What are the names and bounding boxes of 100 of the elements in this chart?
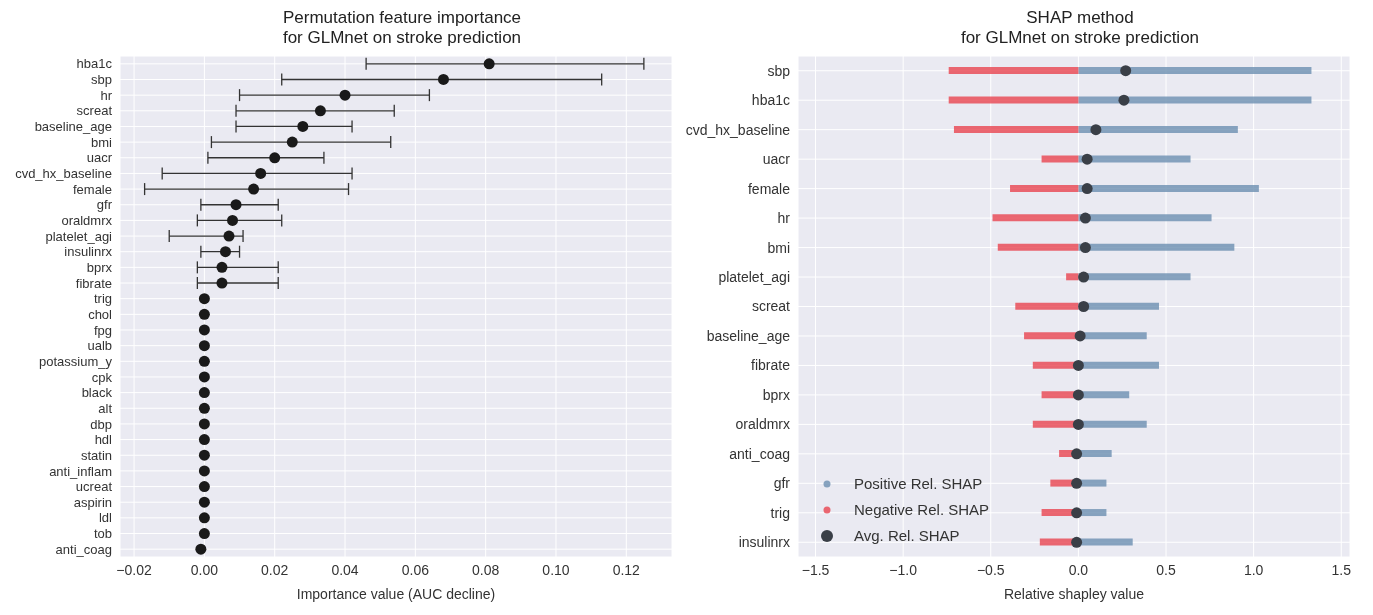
point	[230, 199, 242, 211]
point	[1079, 242, 1091, 254]
y-tick-label: insulinrx	[64, 244, 113, 260]
point	[223, 230, 235, 242]
point	[198, 449, 210, 461]
point	[1078, 301, 1090, 312]
y-tick-label: sbp	[91, 72, 112, 88]
y-tick-label: trig	[770, 504, 790, 521]
point	[198, 387, 210, 399]
legend-label: Avg. Rel. SHAP	[854, 526, 960, 546]
y-tick-label: bprx	[86, 259, 113, 275]
x-tick-label: 0.08	[472, 561, 500, 578]
bar	[1078, 538, 1133, 546]
y-tick-label: platelet_agi	[718, 269, 790, 285]
y-tick-label: oraldmrx	[61, 213, 113, 229]
x-tick-label: −0.5	[976, 561, 1005, 578]
y-tick-label: cvd_hx_baseline	[15, 166, 112, 182]
y-tick-label: screat	[751, 298, 791, 315]
y-tick-label: insulinrx	[738, 534, 790, 551]
y-tick-label: fpg	[93, 322, 112, 338]
bar	[1010, 184, 1079, 192]
point	[1081, 183, 1093, 195]
point	[1120, 65, 1132, 77]
point	[255, 167, 267, 179]
x-tick-label: 0.06	[401, 561, 430, 578]
point	[1071, 536, 1083, 548]
x-tick-label: 0.10	[542, 561, 570, 578]
y-tick-label: aspirin	[73, 494, 112, 510]
point	[1072, 359, 1084, 371]
y-tick-label: bmi	[91, 134, 113, 150]
y-tick-label: alt	[98, 400, 113, 416]
x-tick-label: 0.5	[1156, 561, 1176, 578]
point	[198, 512, 210, 524]
y-tick-label: anti_coag	[55, 541, 112, 557]
y-tick-label: anti_inflam	[49, 463, 112, 479]
point	[1078, 271, 1090, 283]
bar	[1078, 155, 1191, 163]
chart-title: Permutation feature importance for GLMnet on stroke prediction	[281, 8, 523, 48]
point	[483, 58, 495, 70]
point	[297, 120, 309, 132]
point	[1071, 507, 1083, 519]
y-tick-label: anti_coag	[729, 445, 790, 462]
point	[1071, 477, 1083, 489]
point	[198, 528, 210, 540]
legend-label: Negative Rel. SHAP	[854, 500, 990, 520]
point	[269, 152, 281, 164]
x-tick-label: 0.04	[331, 561, 359, 578]
point	[216, 261, 228, 273]
bar	[997, 243, 1079, 251]
y-tick-label: ldl	[98, 510, 113, 526]
y-tick-label: hr	[100, 87, 113, 103]
y-tick-label: screat	[76, 103, 113, 119]
bar	[948, 67, 1079, 74]
point	[339, 89, 351, 101]
point	[227, 214, 239, 226]
bar	[953, 125, 1079, 133]
y-tick-label: hr	[777, 210, 791, 227]
point	[198, 481, 210, 493]
y-tick-label: uacr	[762, 151, 791, 168]
point	[198, 355, 210, 367]
y-tick-label: hba1c	[751, 92, 790, 109]
y-tick-label: tob	[93, 526, 112, 542]
y-tick-label: baseline_age	[34, 119, 112, 135]
x-tick-label: 0.02	[261, 561, 289, 578]
bar	[1024, 332, 1079, 340]
y-tick-label: uacr	[86, 150, 113, 166]
point	[198, 371, 210, 383]
y-tick-label: hdl	[94, 432, 113, 448]
point	[219, 246, 231, 258]
point	[198, 402, 210, 414]
point	[286, 136, 298, 148]
point	[248, 183, 260, 195]
bar	[1078, 184, 1259, 192]
bar	[1015, 302, 1079, 310]
y-tick-label: dbp	[90, 416, 112, 432]
point	[437, 73, 449, 85]
x-tick-label: 0.00	[190, 561, 219, 578]
bar	[1078, 67, 1312, 74]
y-tick-label: hba1c	[76, 56, 113, 72]
bar	[1078, 214, 1212, 222]
point	[1072, 389, 1084, 401]
point	[1118, 94, 1130, 106]
y-tick-label: ucreat	[75, 479, 113, 495]
x-tick-label: −0.02	[116, 561, 152, 578]
point	[1079, 212, 1091, 224]
point	[314, 105, 326, 117]
y-tick-label: fibrate	[75, 275, 112, 291]
y-tick-label: sbp	[767, 62, 791, 79]
x-axis-title: Importance value (AUC decline)	[296, 586, 496, 602]
bar	[1041, 155, 1079, 163]
y-tick-label: oraldmrx	[735, 416, 790, 433]
bar	[992, 214, 1079, 222]
y-tick-label: gfr	[773, 475, 791, 492]
point	[198, 293, 210, 305]
point	[1072, 418, 1084, 430]
chart-title: SHAP method for GLMnet on stroke prediction	[959, 8, 1201, 48]
legend-label: Positive Rel. SHAP	[854, 474, 983, 494]
y-tick-label: fibrate	[751, 357, 791, 374]
point	[198, 308, 210, 320]
y-tick-label: bmi	[767, 239, 790, 256]
